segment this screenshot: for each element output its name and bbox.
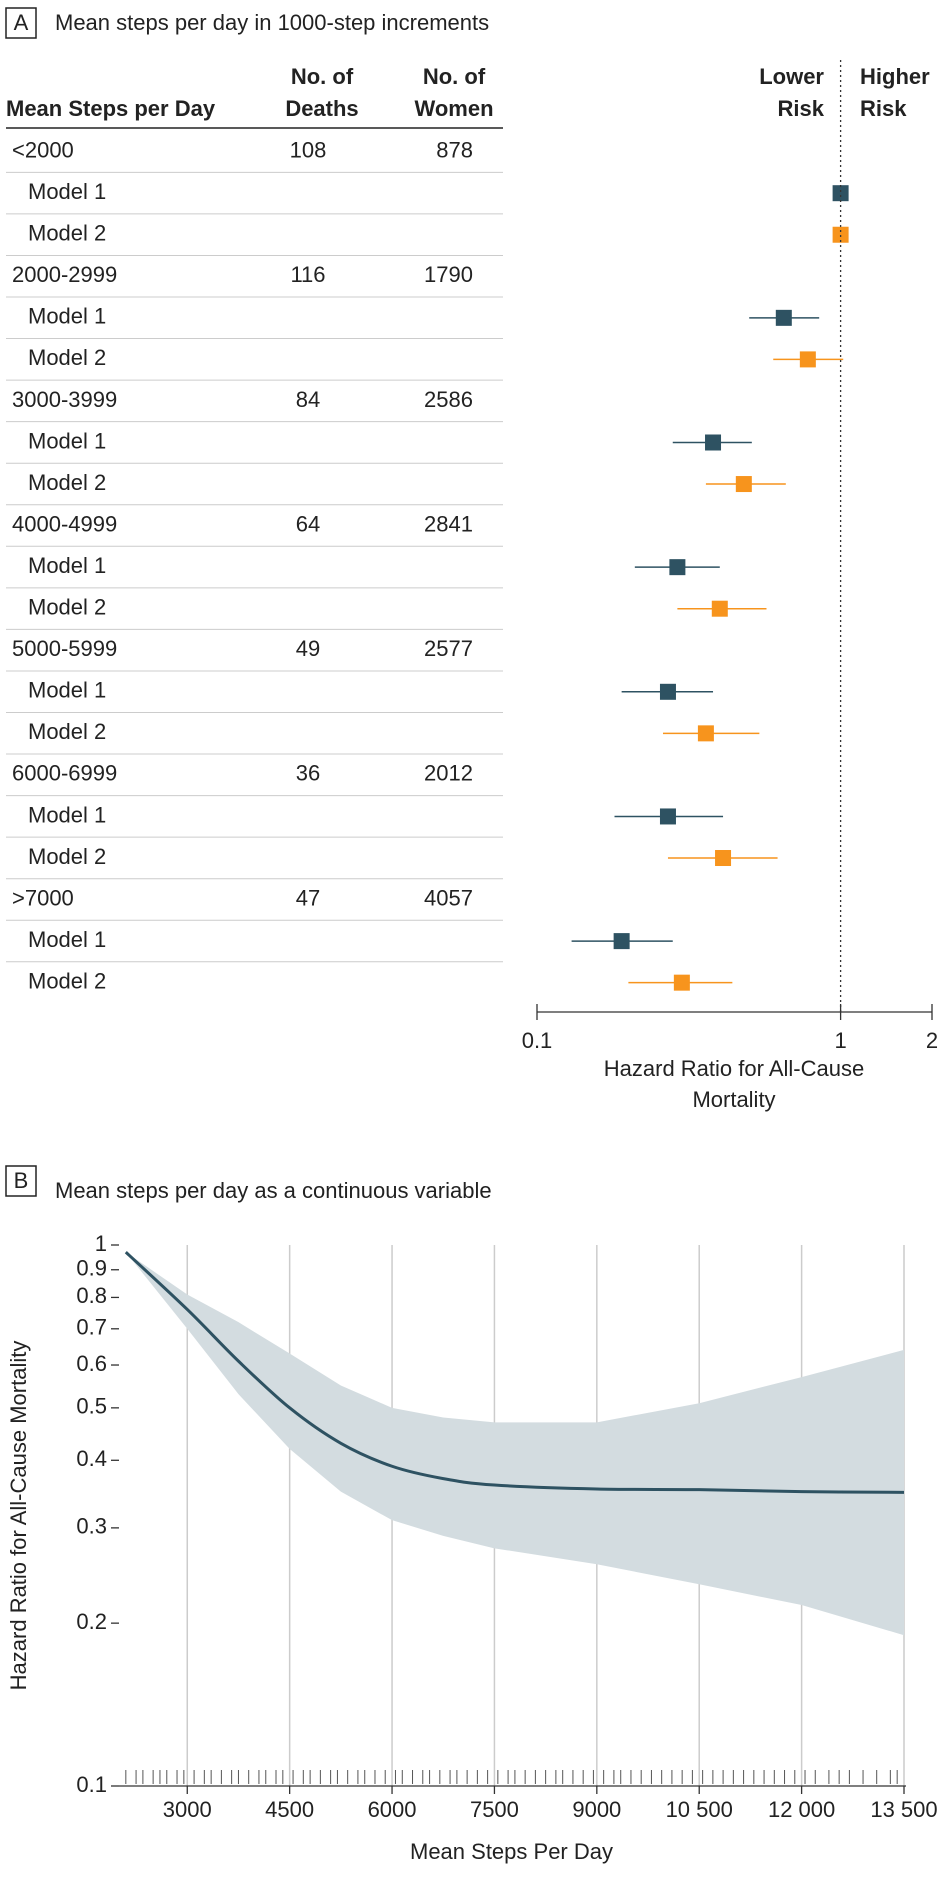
hr-marker (697, 725, 714, 742)
y-tick-label: 0.4 (76, 1446, 107, 1471)
x-tick-label: 9000 (572, 1797, 621, 1822)
direction-label: Higher (860, 64, 930, 89)
row-label: <2000 (12, 137, 74, 162)
hr-marker (711, 600, 728, 617)
women: 2841 (424, 511, 473, 536)
x-tick-label: 0.1 (522, 1028, 553, 1053)
x-tick-label: 7500 (470, 1797, 519, 1822)
column-header: Women (414, 96, 493, 121)
row-label: 5000-5999 (12, 636, 117, 661)
hr-marker (613, 933, 630, 950)
women: 1790 (424, 262, 473, 287)
y-tick-label: 0.8 (76, 1283, 107, 1308)
direction-label: Lower (759, 64, 824, 89)
column-header: No. of (291, 64, 354, 89)
model-label: Model 1 (28, 428, 106, 453)
x-tick-label: 1 (834, 1028, 846, 1053)
y-tick-label: 0.6 (76, 1351, 107, 1376)
women: 878 (436, 137, 473, 162)
model-label: Model 1 (28, 678, 106, 703)
panel-label: A (14, 10, 29, 35)
hr-marker (832, 185, 849, 202)
direction-label: Risk (860, 96, 907, 121)
panel-title: Mean steps per day as a continuous varia… (55, 1178, 492, 1203)
y-tick-label: 0.5 (76, 1394, 107, 1419)
y-tick-label: 0.1 (76, 1772, 107, 1797)
confidence-band (125, 1252, 904, 1636)
women: 2586 (424, 387, 473, 412)
column-header: Mean Steps per Day (6, 96, 216, 121)
deaths: 84 (296, 387, 320, 412)
model-label: Model 2 (28, 844, 106, 869)
model-label: Model 1 (28, 927, 106, 952)
deaths: 116 (290, 262, 325, 287)
hr-marker (705, 434, 722, 451)
hr-marker (659, 808, 676, 825)
deaths: 36 (296, 761, 320, 786)
x-tick-label: 10 500 (666, 1797, 733, 1822)
model-label: Model 2 (28, 595, 106, 620)
x-axis-label: Mean Steps Per Day (410, 1839, 613, 1864)
x-tick-label: 13 500 (870, 1797, 937, 1822)
model-label: Model 2 (28, 968, 106, 993)
hr-marker (775, 309, 792, 326)
panel-label: B (14, 1168, 29, 1193)
model-label: Model 1 (28, 179, 106, 204)
model-label: Model 2 (28, 719, 106, 744)
y-tick-label: 0.2 (76, 1609, 107, 1634)
deaths: 49 (296, 636, 320, 661)
hr-marker (735, 476, 752, 493)
x-tick-label: 2 (926, 1028, 938, 1053)
row-label: >7000 (12, 885, 74, 910)
column-header: No. of (423, 64, 486, 89)
x-tick-label: 6000 (368, 1797, 417, 1822)
direction-label: Risk (778, 96, 825, 121)
x-axis-label: Mortality (692, 1087, 775, 1112)
hr-marker (659, 683, 676, 700)
model-label: Model 1 (28, 802, 106, 827)
women: 2012 (424, 761, 473, 786)
model-label: Model 1 (28, 553, 106, 578)
hr-marker (832, 226, 849, 243)
deaths: 108 (290, 137, 327, 162)
x-axis-label: Hazard Ratio for All-Cause (604, 1056, 864, 1081)
y-tick-label: 0.3 (76, 1514, 107, 1539)
x-tick-label: 3000 (163, 1797, 212, 1822)
column-header: Deaths (285, 96, 358, 121)
model-label: Model 2 (28, 345, 106, 370)
women: 4057 (424, 885, 473, 910)
panel-box (5, 1165, 37, 1197)
row-label: 4000-4999 (12, 511, 117, 536)
deaths: 64 (296, 511, 320, 536)
deaths: 47 (296, 885, 320, 910)
women: 2577 (424, 636, 473, 661)
model-label: Model 2 (28, 221, 106, 246)
panel-title: Mean steps per day in 1000-step incremen… (55, 10, 489, 35)
hr-marker (715, 850, 732, 867)
model-label: Model 2 (28, 470, 106, 495)
model-label: Model 1 (28, 304, 106, 329)
row-label: 2000-2999 (12, 262, 117, 287)
hr-marker (799, 351, 816, 368)
panel-box (5, 7, 37, 39)
y-tick-label: 0.9 (76, 1256, 107, 1281)
x-tick-label: 12 000 (768, 1797, 835, 1822)
hr-marker (673, 974, 690, 991)
y-tick-label: 0.7 (76, 1315, 107, 1340)
row-label: 6000-6999 (12, 761, 117, 786)
x-tick-label: 4500 (265, 1797, 314, 1822)
hazard-curve (124, 1251, 905, 1494)
hr-marker (669, 559, 686, 576)
y-tick-label: 1 (95, 1231, 107, 1256)
y-axis-label: Hazard Ratio for All-Cause Mortality (6, 1341, 31, 1691)
row-label: 3000-3999 (12, 387, 117, 412)
